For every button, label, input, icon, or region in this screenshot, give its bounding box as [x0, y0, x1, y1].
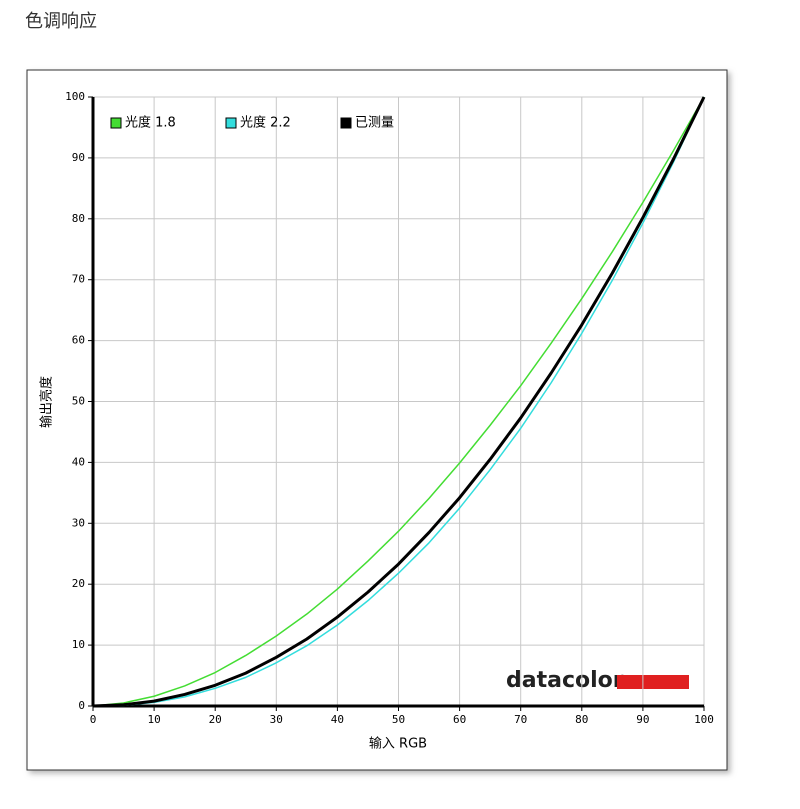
legend-label: 光度 2.2 — [240, 115, 291, 131]
x-tick-label: 90 — [636, 713, 649, 726]
x-tick-label: 10 — [147, 713, 160, 726]
y-tick-label: 0 — [78, 699, 85, 712]
y-tick-label: 40 — [72, 455, 85, 468]
logo: datacolor — [506, 668, 689, 693]
y-tick-label: 80 — [72, 212, 85, 225]
logo-text: datacolor — [506, 668, 624, 693]
series-line — [92, 96, 705, 707]
legend-label: 已测量 — [355, 116, 394, 131]
x-tick-label: 50 — [392, 713, 405, 726]
x-tick-label: 40 — [331, 713, 344, 726]
legend-label: 光度 1.8 — [125, 115, 176, 131]
x-axis-label: 输入 RGB — [369, 736, 427, 752]
legend-swatch — [340, 117, 352, 129]
page-title: 色调响应 — [25, 11, 97, 32]
x-tick-label: 30 — [270, 713, 283, 726]
y-tick-label: 90 — [72, 151, 85, 164]
x-tick-label: 0 — [90, 713, 97, 726]
chart-frame — [26, 69, 728, 771]
series-line — [92, 96, 705, 707]
y-tick-label: 50 — [72, 395, 85, 408]
y-tick-label: 70 — [72, 273, 85, 286]
x-tick-label: 80 — [575, 713, 588, 726]
series-line — [92, 96, 706, 708]
x-tick-label: 60 — [453, 713, 466, 726]
y-tick-label: 20 — [72, 577, 85, 590]
legend-swatch — [225, 117, 237, 129]
y-tick-label: 100 — [65, 90, 85, 103]
y-tick-label: 60 — [72, 334, 85, 347]
y-axis-label: 输出亮度 — [39, 376, 55, 428]
logo-bar — [617, 675, 689, 689]
x-tick-label: 70 — [514, 713, 527, 726]
y-tick-label: 10 — [72, 638, 85, 651]
y-tick-label: 30 — [72, 516, 85, 529]
x-tick-label: 100 — [694, 713, 714, 726]
x-tick-label: 20 — [209, 713, 222, 726]
legend-swatch — [110, 117, 122, 129]
